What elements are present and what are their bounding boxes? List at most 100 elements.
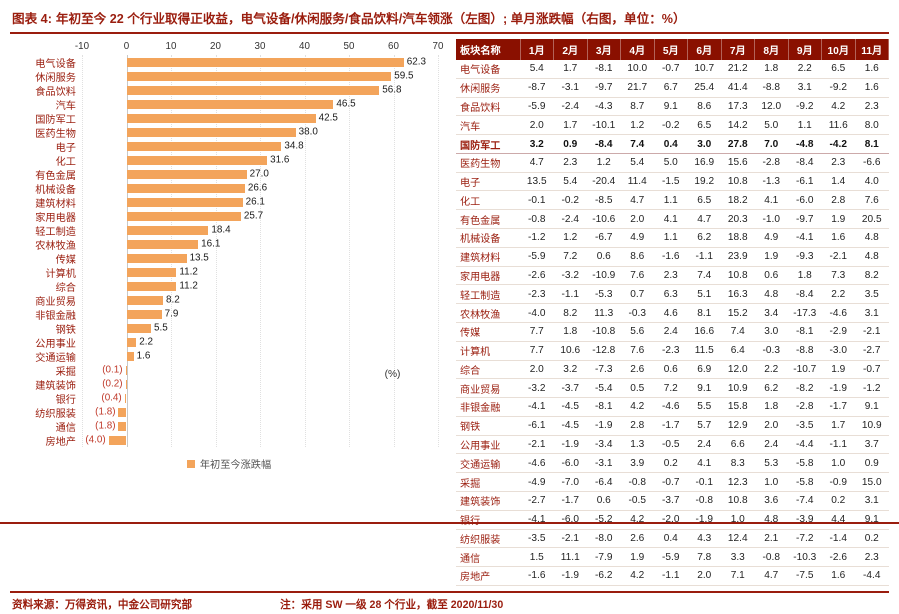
value-cell: -8.1 [587, 60, 621, 79]
value-cell: 6.5 [821, 60, 855, 79]
legend-label: 年初至今涨跌幅 [199, 460, 272, 471]
value-cell: -6.0 [553, 453, 587, 474]
value-cell: -3.4 [587, 435, 621, 455]
value-cell: 11.3 [587, 303, 621, 323]
bar-value-label: 42.5 [318, 112, 338, 124]
value-cell: -4.0 [520, 303, 554, 323]
value-cell: -1.0 [754, 209, 788, 230]
bar-value-label: 25.7 [243, 210, 264, 222]
value-cell: 7.7 [520, 322, 554, 342]
table-row: 商业贸易 -3.2 -3.7 -5.4 0.5 7.2 9.1 10.9 6.2 -8.2 -1.9… [456, 378, 889, 399]
value-cell: -10.7 [788, 360, 822, 380]
value-cell: 1.0 [721, 510, 755, 530]
bar-row: 建筑装饰 (0.2) [10, 377, 448, 392]
value-cell: 4.4 [821, 510, 855, 530]
value-cell: -7.0 [553, 472, 587, 492]
value-cell: -0.1 [687, 472, 721, 492]
value-cell: 8.3 [721, 453, 755, 474]
value-cell: -1.1 [687, 247, 721, 267]
sector-name-cell: 机械设备 [456, 228, 520, 248]
bar-value-label: 13.5 [189, 252, 209, 264]
value-cell: -5.9 [520, 97, 554, 117]
table-row: 建筑材料 -5.9 7.2 0.6 8.6 -1.6 -1.1 23.9 1.9 -9.3 -2.1… [456, 247, 889, 267]
value-cell: 1.9 [620, 547, 654, 568]
value-cell: -2.7 [855, 341, 889, 361]
bar-value-label: 16.1 [201, 238, 221, 250]
category-label: 综合 [55, 282, 76, 294]
value-cell: 4.1 [654, 209, 688, 230]
bar-value-label: 2.2 [139, 336, 154, 348]
value-cell: 2.1 [754, 529, 788, 549]
category-label: 非银金融 [35, 310, 76, 322]
note-text: 注：采用 SW 一级 28 个行业，截至 2020/11/30 [280, 598, 504, 611]
value-cell: -3.5 [520, 529, 554, 549]
value-cell: -8.2 [788, 378, 822, 399]
bar-value-label: 31.6 [270, 154, 290, 166]
category-label: 电气设备 [35, 58, 76, 70]
bar-track: 11.2 [82, 279, 438, 293]
value-cell: 7.4 [721, 322, 755, 342]
bar [125, 379, 127, 389]
percent-unit-label: (%) [384, 368, 401, 380]
value-cell: 0.2 [654, 453, 688, 474]
value-cell: 1.2 [620, 115, 654, 136]
bar-value-label: 7.9 [164, 308, 179, 320]
table-row: 建筑装饰 -2.7 -1.7 0.6 -0.5 -3.7 -0.8 10.8 3.6 -7.4 0.… [456, 491, 889, 511]
bar [126, 281, 177, 291]
bar-row: 休闲服务 59.5 [10, 69, 448, 84]
bar-row: 采掘 (0.1) [10, 363, 448, 378]
value-cell: 0.2 [821, 491, 855, 511]
bar [126, 253, 187, 263]
value-cell: -5.4 [587, 378, 621, 399]
table-header-cell: 11月 [855, 39, 889, 60]
value-cell: -8.1 [788, 322, 822, 342]
bar [126, 127, 296, 137]
bar-row: 钢铁 5.5 [10, 321, 448, 336]
sector-name-cell: 纺织服装 [456, 529, 520, 549]
table-row: 汽车 2.0 1.7 -10.1 1.2 -0.2 6.5 14.2 5.0 1.1 11.6 8.0 [456, 115, 889, 136]
bar-value-label: 62.3 [406, 56, 426, 68]
table-header-cell: 7月 [721, 39, 755, 60]
bar-value-label: 18.4 [211, 224, 231, 236]
axis-tick-label: 0 [123, 41, 130, 52]
value-cell: -0.9 [821, 472, 855, 492]
bar-row: 纺织服装 (1.8) [10, 405, 448, 420]
value-cell: 16.9 [687, 153, 721, 173]
value-cell: 1.6 [855, 78, 889, 98]
value-cell: 0.5 [620, 378, 654, 399]
bar-track: 16.1 [82, 237, 438, 251]
value-cell: 2.2 [788, 60, 822, 79]
value-cell: 7.2 [654, 378, 688, 399]
table-row: 综合 2.0 3.2 -7.3 2.6 0.6 6.9 12.0 2.2 -10.7 1.9 -0.7 [456, 360, 889, 380]
value-cell: 3.2 [520, 134, 554, 154]
bar-row: 建筑材料 26.1 [10, 195, 448, 210]
value-cell: 7.6 [620, 341, 654, 361]
bar [126, 337, 137, 347]
value-cell: -2.0 [654, 510, 688, 530]
bar-value-label: 8.2 [165, 294, 180, 306]
category-label: 钢铁 [55, 324, 76, 336]
value-cell: 11.1 [553, 547, 587, 568]
value-cell: 4.7 [754, 566, 788, 586]
value-cell: -3.5 [788, 416, 822, 436]
bar [126, 211, 241, 221]
value-cell: -7.3 [587, 360, 621, 380]
axis-tick-label: 10 [165, 41, 177, 52]
value-cell: 0.6 [754, 266, 788, 286]
bar-value-label: 1.6 [136, 350, 151, 362]
sector-name-cell: 国防军工 [456, 134, 520, 154]
value-cell: 2.4 [687, 435, 721, 455]
value-cell: -4.8 [788, 134, 822, 154]
table-row: 纺织服装 -3.5 -2.1 -8.0 2.6 0.4 4.3 12.4 2.1 -7.2 -1.4… [456, 529, 889, 549]
value-cell: -4.4 [788, 435, 822, 455]
value-cell: -1.7 [654, 416, 688, 436]
sector-name-cell: 有色金属 [456, 209, 520, 230]
bar-track: (4.0) [82, 433, 438, 447]
value-cell: 4.2 [620, 397, 654, 417]
value-cell: 1.9 [821, 360, 855, 380]
value-cell: 4.2 [620, 510, 654, 530]
category-label: 采掘 [55, 366, 76, 378]
value-cell: 3.4 [754, 303, 788, 323]
bar-track: (0.1) [82, 363, 438, 377]
value-cell: -1.5 [654, 172, 688, 192]
